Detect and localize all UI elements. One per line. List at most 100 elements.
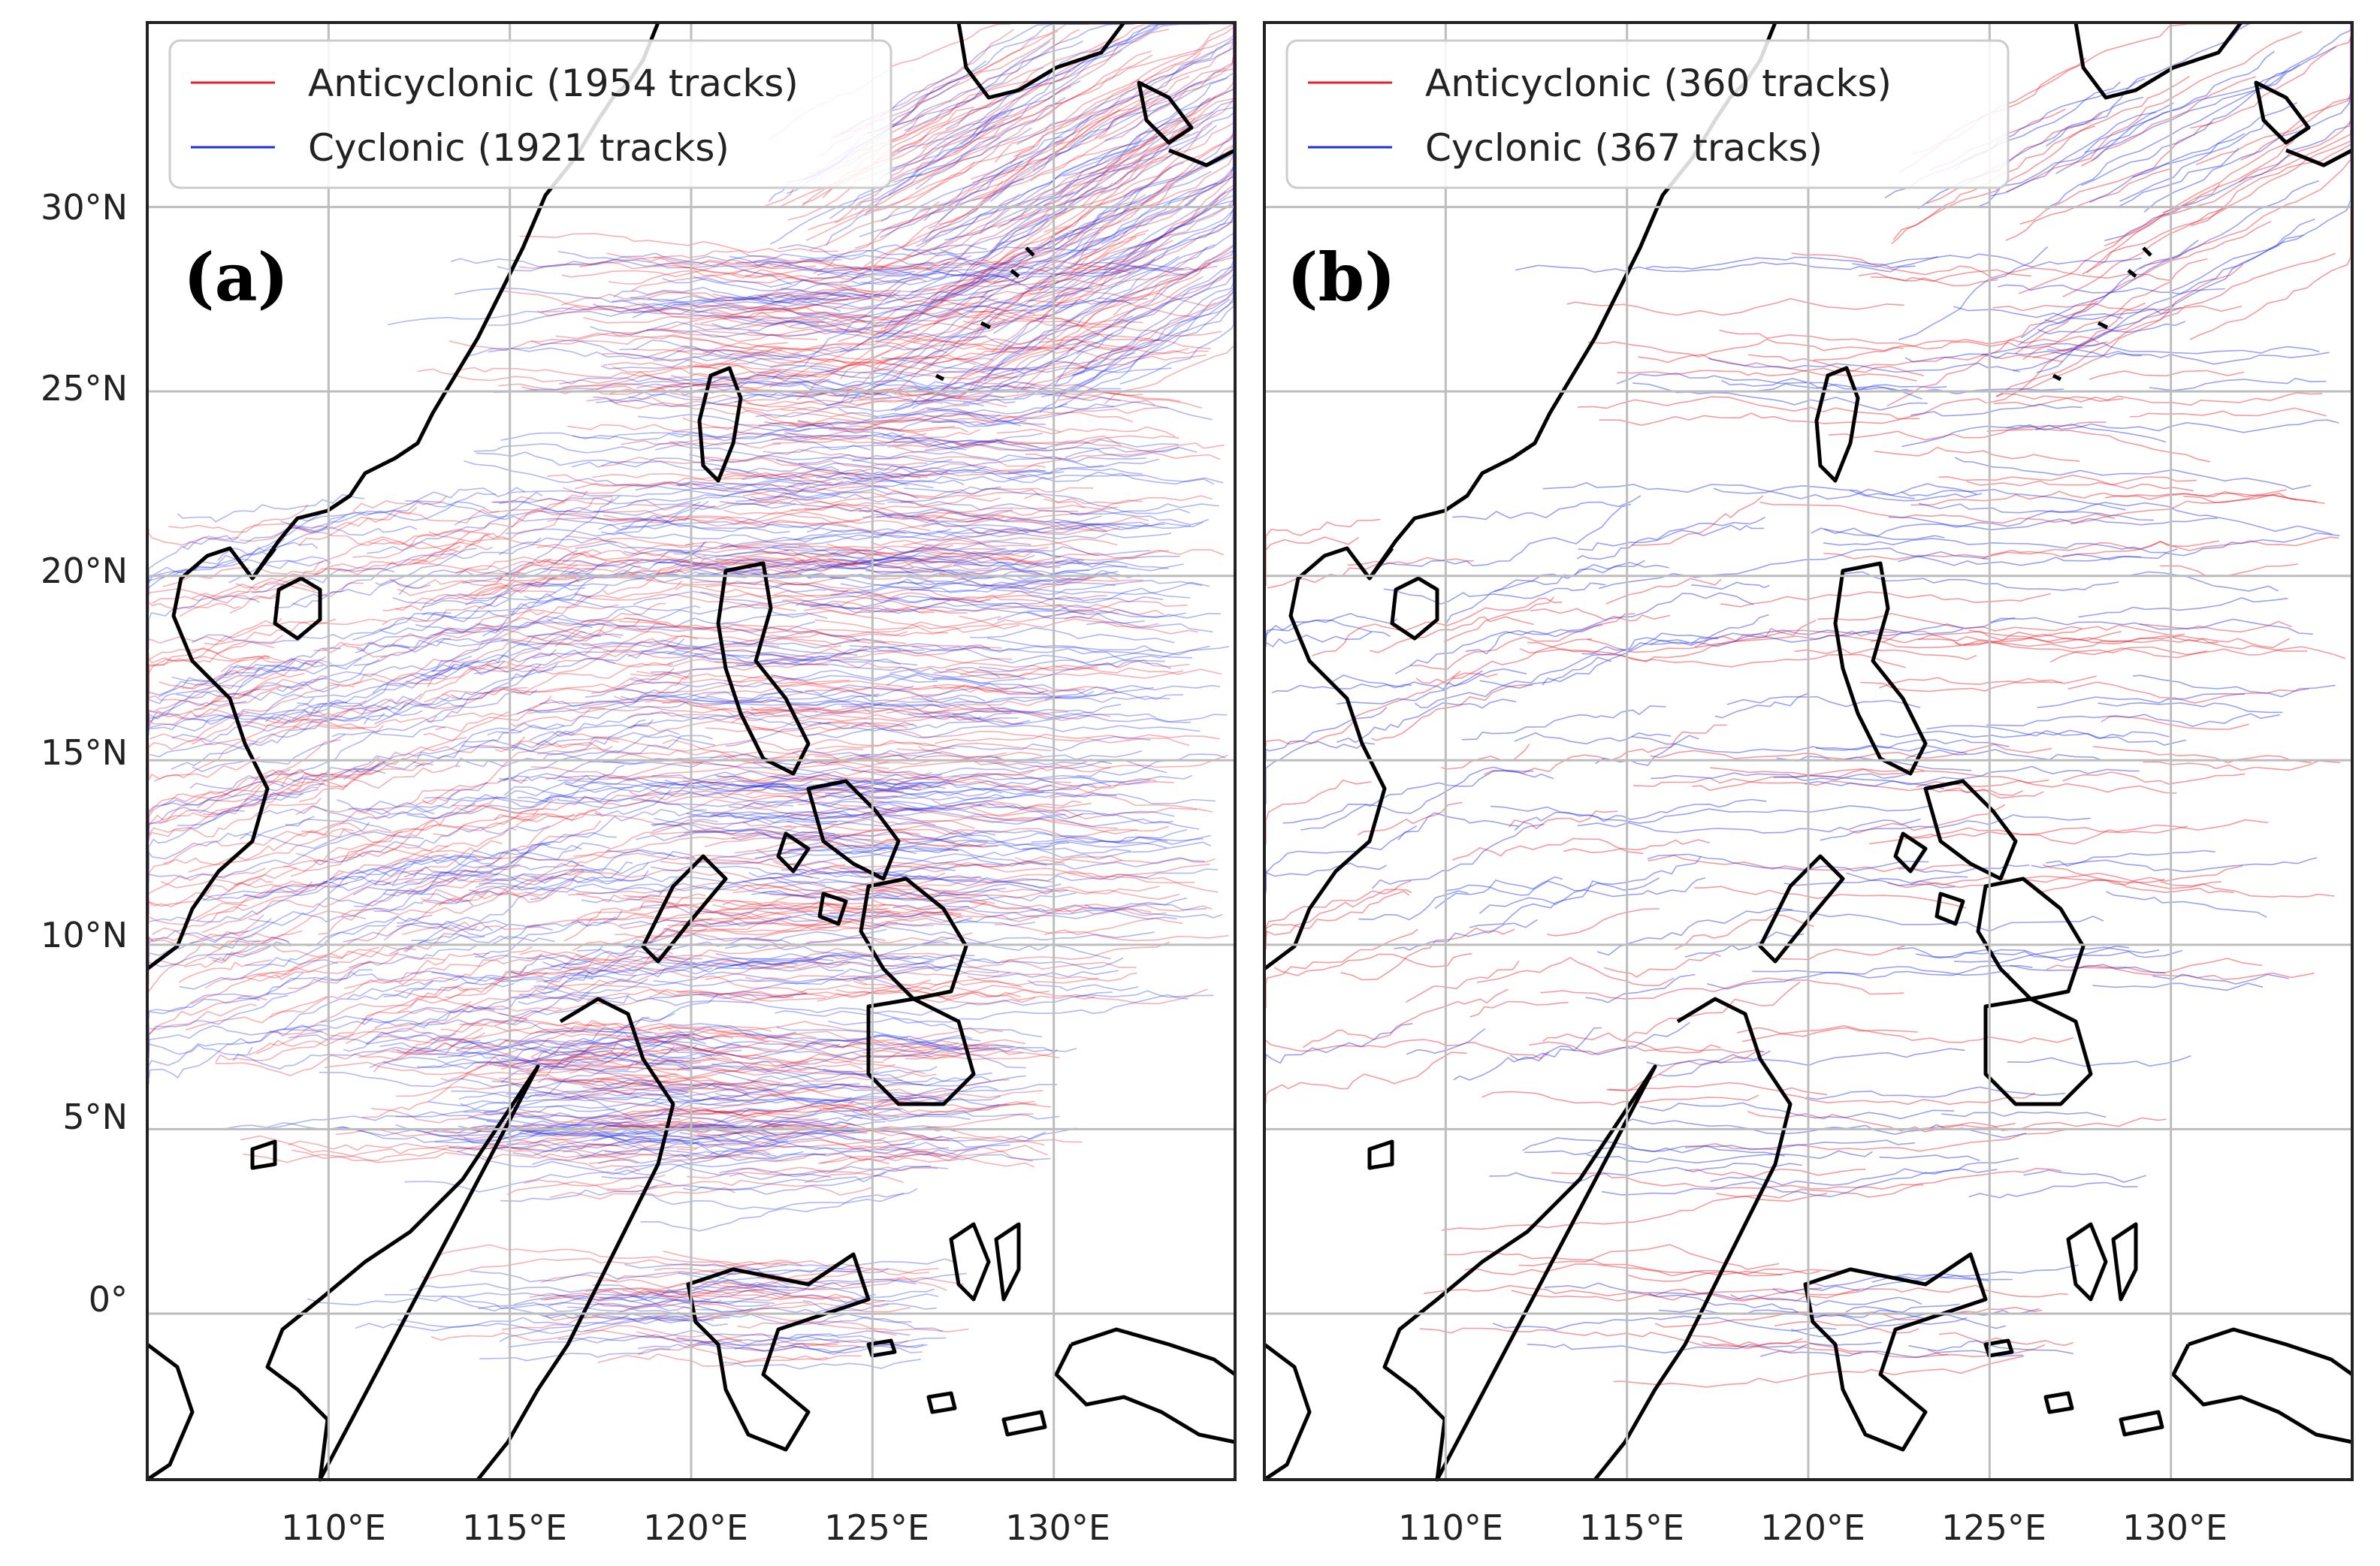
panel-b-tracks bbox=[1265, 23, 2351, 1388]
anticyclonic-track bbox=[862, 806, 1119, 829]
cyclonic-track bbox=[148, 831, 424, 880]
anticyclonic-track bbox=[212, 930, 303, 964]
cyclonic-track bbox=[914, 843, 1167, 860]
anticyclonic-track bbox=[700, 591, 968, 614]
anticyclonic-track bbox=[685, 541, 938, 564]
cyclonic-track bbox=[593, 789, 672, 817]
anticyclonic-track bbox=[1747, 1111, 2016, 1133]
cyclonic-track bbox=[148, 994, 288, 1040]
cyclonic-track bbox=[373, 858, 481, 913]
cyclonic-track bbox=[1820, 814, 2091, 841]
cyclonic-track bbox=[880, 357, 1098, 370]
cyclonic-track bbox=[544, 994, 718, 1068]
cyclonic-track bbox=[615, 501, 702, 533]
cyclonic-track bbox=[989, 80, 1203, 202]
anticyclonic-track bbox=[352, 604, 619, 686]
cyclonic-track bbox=[2037, 692, 2246, 708]
cyclonic-track bbox=[420, 642, 542, 680]
anticyclonic-track bbox=[423, 710, 512, 742]
anticyclonic-track bbox=[1587, 629, 1962, 653]
anticyclonic-track bbox=[574, 592, 796, 611]
cyclonic-track bbox=[935, 830, 1204, 843]
panel-b-label: (b) bbox=[1287, 238, 1396, 316]
cyclonic-track bbox=[491, 1080, 778, 1101]
anticyclonic-track bbox=[1551, 1172, 1924, 1190]
anticyclonic-track bbox=[834, 78, 1140, 224]
anticyclonic-track bbox=[433, 782, 695, 837]
cyclonic-track bbox=[479, 1347, 671, 1362]
cyclonic-track bbox=[817, 267, 1184, 283]
anticyclonic-track bbox=[1065, 95, 1217, 198]
cyclonic-track bbox=[711, 1063, 991, 1086]
cyclonic-track bbox=[391, 842, 611, 886]
anticyclonic-track bbox=[235, 545, 461, 589]
anticyclonic-track bbox=[814, 618, 1159, 633]
cyclonic-track bbox=[1514, 798, 1767, 831]
cyclonic-track bbox=[653, 959, 932, 969]
cyclonic-track bbox=[969, 626, 1175, 644]
anticyclonic-track bbox=[1887, 872, 2221, 889]
cyclonic-track bbox=[893, 382, 1035, 391]
cyclonic-track bbox=[978, 659, 1165, 672]
cyclonic-track bbox=[771, 767, 1034, 778]
anticyclonic-track bbox=[1617, 366, 1924, 377]
lon-tick-label: 120°E bbox=[643, 1507, 748, 1548]
cyclonic-track bbox=[456, 1039, 658, 1057]
anticyclonic-track bbox=[1995, 392, 2323, 406]
anticyclonic-track bbox=[1566, 297, 1904, 316]
cyclonic-track bbox=[498, 536, 617, 556]
cyclonic-track bbox=[2106, 891, 2267, 918]
cyclonic-track bbox=[313, 825, 551, 866]
cyclonic-track bbox=[1510, 1027, 1602, 1061]
cyclonic-track bbox=[387, 306, 820, 326]
anticyclonic-track bbox=[389, 564, 533, 589]
cyclonic-track bbox=[716, 541, 1031, 569]
cyclonic-track bbox=[976, 333, 1113, 402]
anticyclonic-track bbox=[1794, 647, 1977, 661]
cyclonic-track bbox=[807, 569, 1140, 587]
anticyclonic-track bbox=[163, 828, 403, 866]
cyclonic-track bbox=[395, 1111, 777, 1157]
anticyclonic-track bbox=[729, 1169, 905, 1184]
cyclonic-track bbox=[424, 771, 790, 804]
cyclonic-track bbox=[1888, 516, 2218, 531]
anticyclonic-track bbox=[547, 474, 792, 498]
cyclonic-track bbox=[926, 401, 1213, 422]
cyclonic-track bbox=[567, 1284, 939, 1312]
cyclonic-track bbox=[1840, 571, 2119, 591]
cyclonic-track bbox=[500, 427, 811, 441]
anticyclonic-track bbox=[495, 736, 619, 753]
anticyclonic-track bbox=[1992, 303, 2243, 312]
anticyclonic-track bbox=[971, 315, 1222, 337]
anticyclonic-track bbox=[745, 788, 898, 798]
cyclonic-track bbox=[1901, 424, 2041, 448]
anticyclonic-track bbox=[914, 101, 1062, 172]
anticyclonic-track bbox=[1710, 767, 2049, 784]
cyclonic-track bbox=[613, 286, 856, 300]
anticyclonic-track bbox=[862, 30, 1059, 136]
panel-a-legend: Anticyclonic (1954 tracks) Cyclonic (192… bbox=[168, 39, 892, 189]
cyclonic-track bbox=[992, 195, 1234, 334]
anticyclonic-track bbox=[500, 290, 866, 323]
anticyclonic-track bbox=[705, 724, 850, 738]
cyclonic-track bbox=[405, 923, 553, 952]
cyclonic-track bbox=[1469, 855, 1702, 928]
anticyclonic-track bbox=[757, 306, 962, 319]
anticyclonic-track bbox=[1044, 116, 1234, 233]
cyclonic-track bbox=[596, 388, 862, 406]
anticyclonic-track bbox=[498, 374, 911, 397]
cyclonic-track bbox=[237, 969, 373, 1000]
anticyclonic-track bbox=[1632, 495, 1764, 546]
cyclonic-track bbox=[592, 1284, 790, 1295]
cyclonic-track bbox=[651, 865, 820, 880]
anticyclonic-track bbox=[403, 925, 478, 952]
anticyclonic-track bbox=[647, 291, 851, 308]
anticyclonic-track bbox=[851, 768, 1071, 783]
cyclonic-track bbox=[770, 669, 1049, 695]
anticyclonic-track bbox=[609, 1100, 853, 1127]
anticyclonic-track bbox=[627, 496, 914, 511]
anticyclonic-track bbox=[494, 784, 668, 822]
anticyclonic-track bbox=[318, 869, 584, 935]
cyclonic-track bbox=[885, 173, 1107, 303]
